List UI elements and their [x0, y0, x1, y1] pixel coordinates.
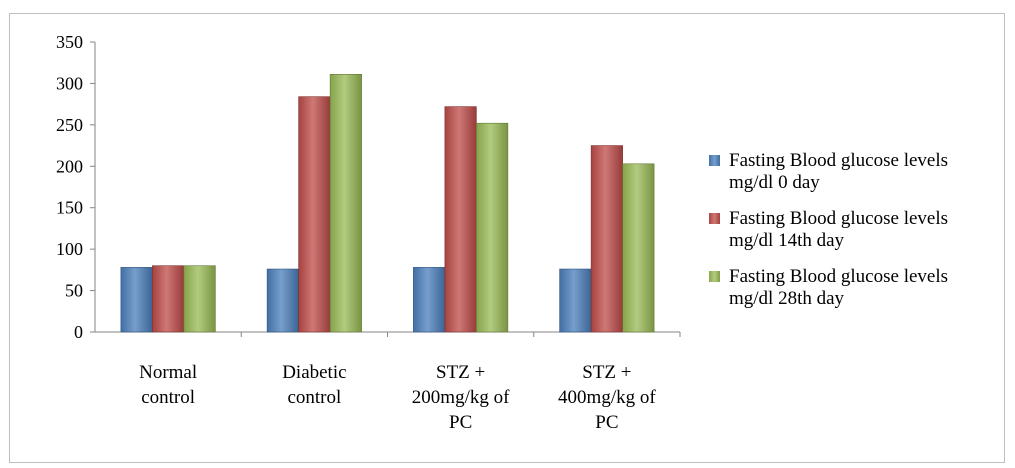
- x-category-label: STZ +: [582, 362, 631, 383]
- legend-swatch: [709, 271, 720, 282]
- bar: [444, 106, 477, 333]
- bar: [183, 265, 216, 333]
- y-tick-label: 200: [56, 156, 83, 176]
- y-tick-label: 0: [74, 322, 83, 342]
- legend: Fasting Blood glucose levels mg/dl 0 day F…: [707, 150, 1007, 324]
- bar: [298, 96, 331, 333]
- legend-label: mg/dl 0 day: [729, 172, 820, 193]
- bar: [559, 268, 592, 333]
- legend-item: Fasting Blood glucose levels mg/dl 28th d…: [707, 266, 1007, 310]
- y-tick-label: 350: [56, 32, 83, 52]
- legend-label: mg/dl 14th day: [729, 230, 845, 251]
- bars: [120, 74, 655, 333]
- legend-swatch: [709, 213, 720, 224]
- bar: [622, 163, 655, 333]
- bar: [120, 267, 153, 333]
- y-tick-label: 50: [65, 281, 83, 301]
- bar: [266, 268, 299, 333]
- bar: [329, 74, 362, 333]
- bar: [476, 122, 509, 333]
- bar: [590, 145, 623, 333]
- labels: 0 50 100 150 200 250 300 350 Normal control Diabet…: [56, 32, 656, 433]
- y-tick-label: 300: [56, 73, 83, 93]
- legend-label: Fasting Blood glucose levels: [729, 208, 949, 229]
- x-category-label: control: [287, 387, 341, 408]
- x-category-label: PC: [595, 412, 618, 433]
- legend-item: Fasting Blood glucose levels mg/dl 0 day: [707, 150, 1007, 194]
- x-category-label: Diabetic: [282, 362, 346, 383]
- x-category-label: 200mg/kg of: [412, 387, 510, 408]
- x-category-label: control: [141, 387, 195, 408]
- legend-item: Fasting Blood glucose levels mg/dl 14th d…: [707, 208, 1007, 252]
- legend-label: Fasting Blood glucose levels: [729, 266, 949, 287]
- x-category-label: PC: [449, 412, 472, 433]
- y-tick-label: 100: [56, 239, 83, 259]
- bar: [413, 267, 446, 333]
- legend-label: Fasting Blood glucose levels: [729, 150, 949, 171]
- x-category-label: 400mg/kg of: [558, 387, 656, 408]
- bar: [152, 265, 185, 333]
- y-tick-label: 250: [56, 115, 83, 135]
- x-category-label: STZ +: [436, 362, 485, 383]
- y-tick-label: 150: [56, 198, 83, 218]
- x-category-label: Normal: [139, 362, 197, 383]
- legend-label: mg/dl 28th day: [729, 288, 845, 309]
- legend-swatch: [709, 155, 720, 166]
